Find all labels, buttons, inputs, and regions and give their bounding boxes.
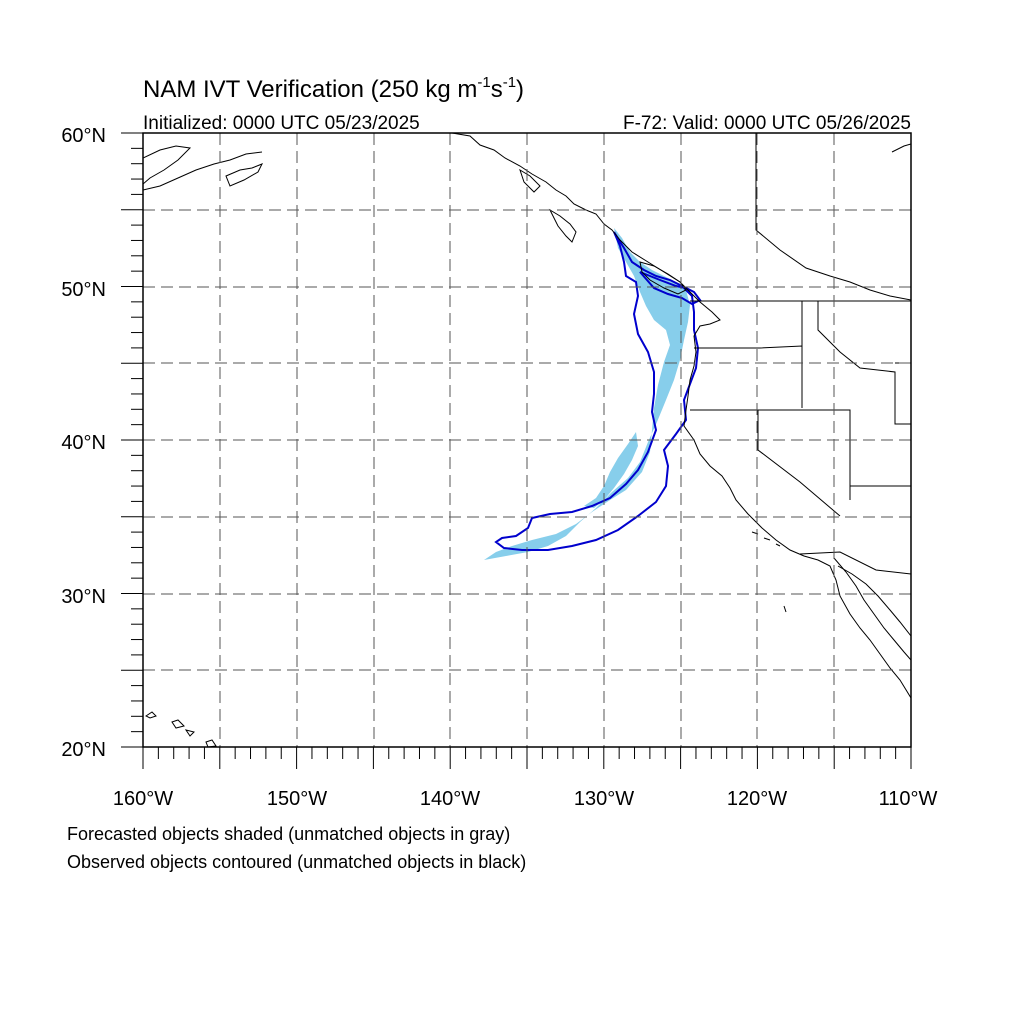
- coastline-top-right: [891, 143, 911, 153]
- valid-time-label: F-72: Valid: 0000 UTC 05/26/2025: [623, 113, 911, 134]
- coastline-alaska-islands: [225, 163, 577, 243]
- observed-objects: [494, 231, 702, 551]
- coastline-alaska: [143, 145, 263, 191]
- coastline-hawaii: [145, 711, 217, 747]
- longitude-labels: 160°W 150°W 140°W 130°W 120°W 110°W: [113, 788, 938, 810]
- forecast-objects: [484, 228, 690, 560]
- observed-legend-note: Observed objects contoured (unmatched ob…: [67, 852, 527, 872]
- coastlines: [143, 133, 911, 747]
- lat-label-30: 30°N: [61, 586, 106, 608]
- latitude-labels: 60°N 50°N 40°N 30°N 20°N: [61, 125, 106, 761]
- forecast-legend-note: Forecasted objects shaded (unmatched obj…: [67, 824, 511, 844]
- forecast-ivt-object-branch: [584, 432, 638, 508]
- coastline-north-america: [451, 133, 911, 699]
- coastline-vancouver-island: [639, 261, 687, 295]
- lat-label-20: 20°N: [61, 739, 106, 761]
- map-title: NAM IVT Verification (250 kg m-1s-1): [143, 74, 524, 103]
- coastline-channel-islands: [751, 531, 787, 613]
- lat-label-60: 60°N: [61, 125, 106, 147]
- lon-label-130: 130°W: [574, 788, 634, 810]
- coastline-baja: [833, 557, 911, 661]
- axis-ticks: [121, 132, 912, 769]
- observed-ivt-contour-north: [639, 271, 702, 306]
- coastline-gulf-california: [837, 565, 911, 637]
- lon-label-120: 120°W: [727, 788, 787, 810]
- lon-label-160: 160°W: [113, 788, 173, 810]
- border-states: [690, 301, 911, 575]
- lat-label-40: 40°N: [61, 432, 106, 454]
- lon-label-110: 110°W: [879, 788, 938, 810]
- initialized-label: Initialized: 0000 UTC 05/23/2025: [143, 113, 420, 134]
- border-canada-provinces: [755, 133, 911, 301]
- lat-label-50: 50°N: [61, 279, 106, 301]
- graticule: [143, 133, 911, 747]
- observed-ivt-contour: [494, 231, 700, 551]
- lon-label-140: 140°W: [420, 788, 480, 810]
- lon-label-150: 150°W: [267, 788, 327, 810]
